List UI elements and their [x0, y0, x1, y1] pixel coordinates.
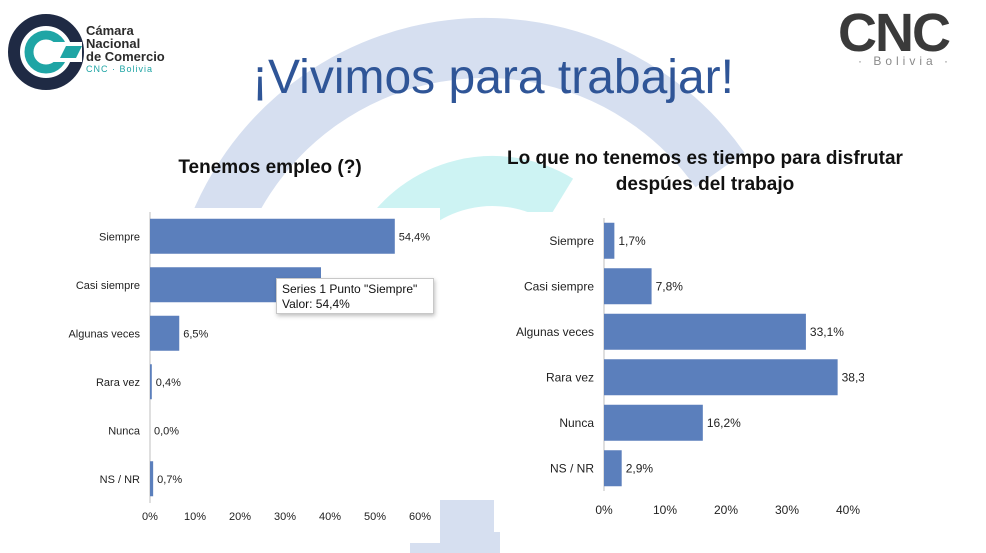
left-bar-chart: Siempre 54,4% Casi siempre Algunas veces 6,5…	[68, 212, 431, 523]
cnc-brand-logo: CNC	[838, 3, 951, 63]
category-label: Rara vez	[546, 370, 594, 384]
bar	[604, 450, 622, 487]
page-title: ¡Vivimos para trabajar!	[252, 51, 734, 104]
category-label: Siempre	[549, 234, 594, 248]
category-label: Algunas veces	[68, 328, 140, 340]
cnc-brand-subtitle: · Bolivia ·	[858, 54, 953, 68]
bar	[150, 461, 154, 497]
category-label: Algunas veces	[516, 325, 594, 339]
bar	[604, 268, 652, 305]
org-name-line2: Nacional	[86, 36, 141, 51]
x-tick-label: 0%	[595, 503, 613, 517]
tooltip-line2: Valor: 54,4%	[282, 297, 350, 311]
bar	[604, 359, 838, 396]
data-label: 6,5%	[183, 328, 208, 340]
x-tick-label: 50%	[364, 511, 386, 523]
category-label: Siempre	[99, 231, 140, 243]
data-label: 33,1%	[810, 325, 844, 339]
data-label: 54,4%	[399, 231, 430, 243]
category-label: Casi siempre	[524, 279, 594, 293]
right-chart-title: Lo que no tenemos es tiempo para disfrut…	[507, 148, 903, 195]
category-label: Nunca	[108, 425, 141, 437]
tooltip-line1: Series 1 Punto "Siempre"	[282, 282, 418, 296]
data-label: 0,0%	[154, 425, 179, 437]
x-tick-label: 60%	[409, 511, 431, 523]
bar	[150, 364, 152, 400]
bar	[604, 222, 615, 259]
bar	[604, 313, 806, 350]
data-label: 1,7%	[618, 234, 646, 248]
x-tick-label: 10%	[653, 503, 677, 517]
org-name-line3: de Comercio	[86, 49, 165, 64]
data-label: 0,7%	[157, 474, 182, 486]
data-label: 2,9%	[626, 461, 654, 475]
category-label: NS / NR	[550, 461, 594, 475]
category-label: Casi siempre	[76, 280, 140, 292]
x-tick-label: 10%	[184, 511, 206, 523]
data-label: 7,8%	[656, 279, 684, 293]
bar	[604, 404, 703, 441]
x-tick-label: 20%	[229, 511, 251, 523]
camara-logo-icon	[8, 14, 84, 90]
org-name: Cámara Nacional de Comercio	[86, 24, 165, 63]
right-bar-chart: Siempre 1,7% Casi siempre 7,8% Algunas veces…	[516, 218, 876, 517]
x-tick-label: 0%	[142, 511, 158, 523]
left-chart-title: Tenemos empleo (?)	[178, 157, 362, 178]
category-label: Nunca	[559, 416, 594, 430]
org-subtitle: CNC · Bolivia	[86, 64, 154, 74]
x-tick-label: 30%	[274, 511, 296, 523]
bar	[150, 315, 180, 351]
category-label: Rara vez	[96, 377, 140, 389]
x-tick-label: 40%	[319, 511, 341, 523]
x-tick-label: 40%	[836, 503, 860, 517]
data-label: 16,2%	[707, 416, 741, 430]
left-chart-panel: Siempre 54,4% Casi siempre Algunas veces 6,5…	[60, 208, 440, 543]
org-name-line1: Cámara	[86, 23, 134, 38]
category-label: NS / NR	[100, 474, 140, 486]
chart-tooltip: Series 1 Punto "Siempre" Valor: 54,4%	[276, 278, 434, 314]
data-label: 38,3%	[842, 370, 864, 384]
data-label: 0,4%	[156, 377, 181, 389]
right-chart-panel: Siempre 1,7% Casi siempre 7,8% Algunas veces…	[494, 212, 876, 532]
x-tick-label: 30%	[775, 503, 799, 517]
x-tick-label: 20%	[714, 503, 738, 517]
bar	[150, 218, 395, 254]
